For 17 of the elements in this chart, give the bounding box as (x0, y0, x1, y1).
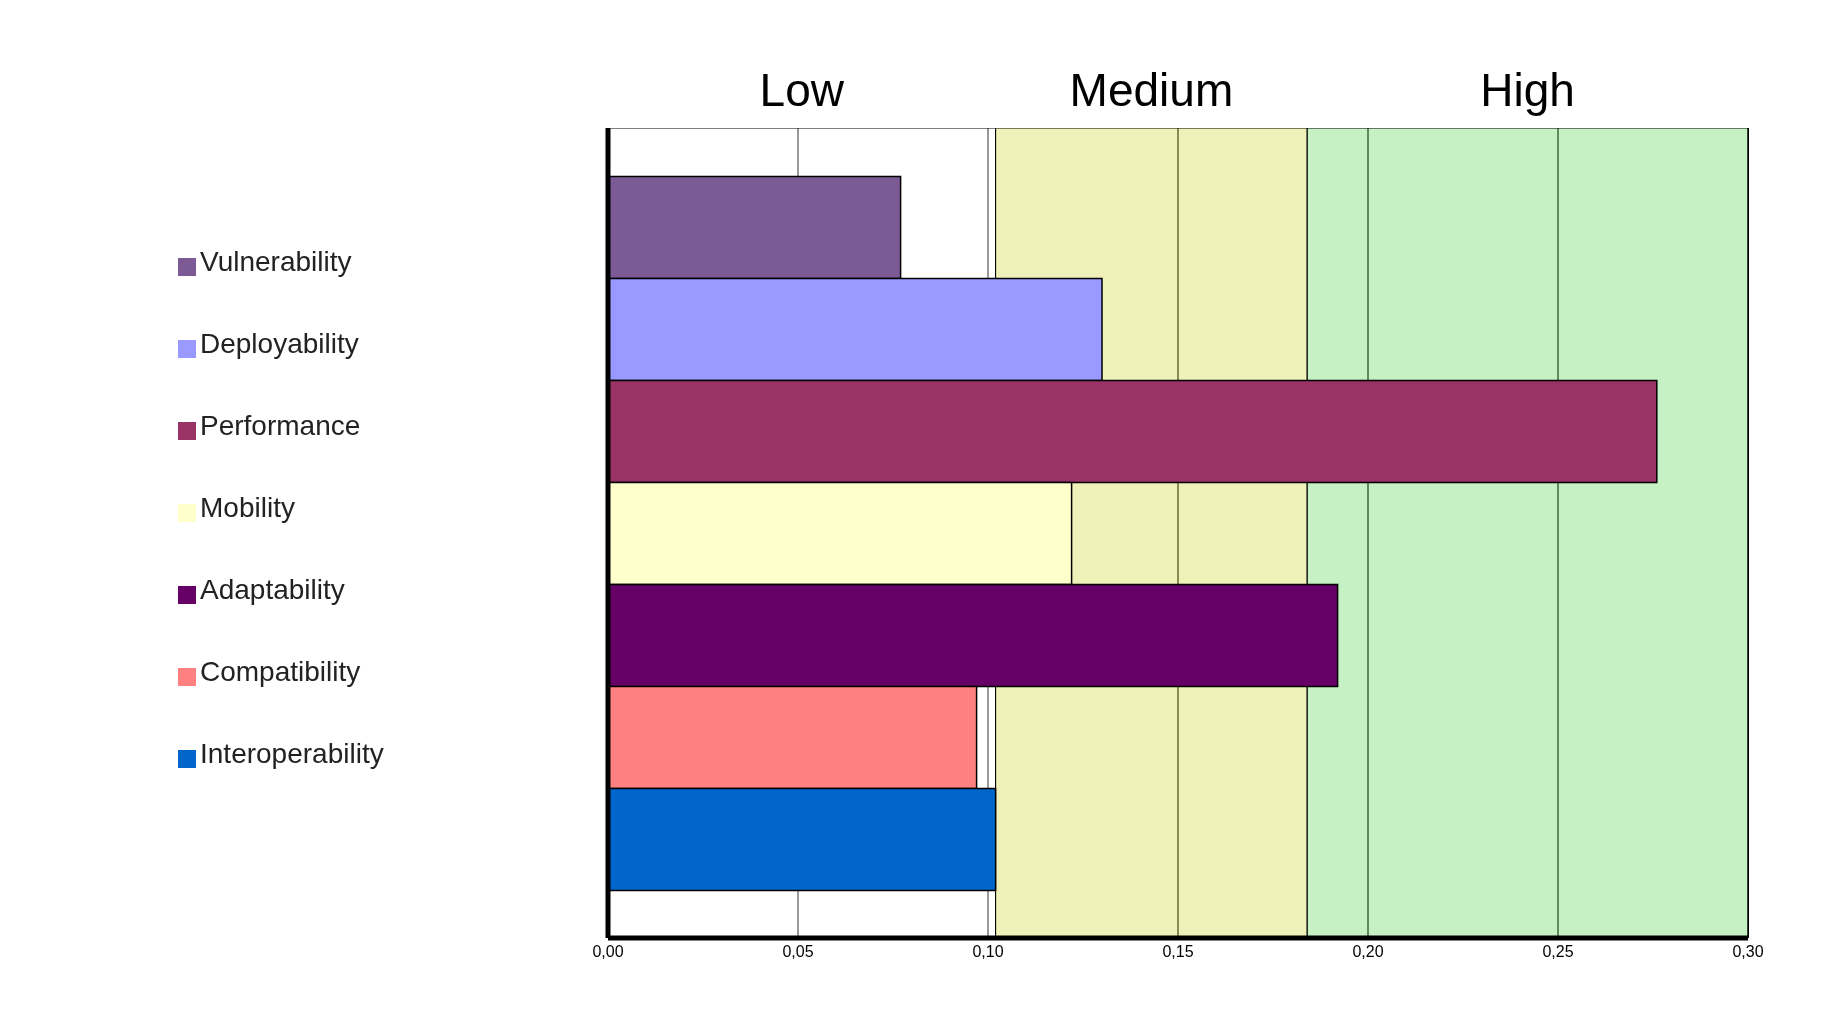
x-tick-label: 0,20 (1352, 943, 1384, 961)
x-tick-label: 0,10 (972, 943, 1004, 961)
x-tick-label: 0,25 (1542, 943, 1574, 961)
legend-label: Vulnerability (200, 246, 352, 277)
x-tick-label: 0,05 (782, 943, 814, 961)
band-label: Medium (1069, 64, 1234, 116)
band-label: High (1480, 64, 1575, 116)
legend-label: Deployability (200, 328, 359, 359)
legend-label: Performance (200, 410, 361, 441)
band-label: Low (759, 64, 845, 116)
legend-label: Interoperability (200, 738, 384, 769)
legend-label: Mobility (200, 492, 295, 523)
x-tick-label: 0,30 (1732, 943, 1764, 961)
x-tick-label: 0,15 (1162, 943, 1194, 961)
x-tick-label: 0,00 (592, 943, 624, 961)
legend-label: Adaptability (200, 574, 345, 605)
legend-label: Compatibility (200, 656, 361, 687)
